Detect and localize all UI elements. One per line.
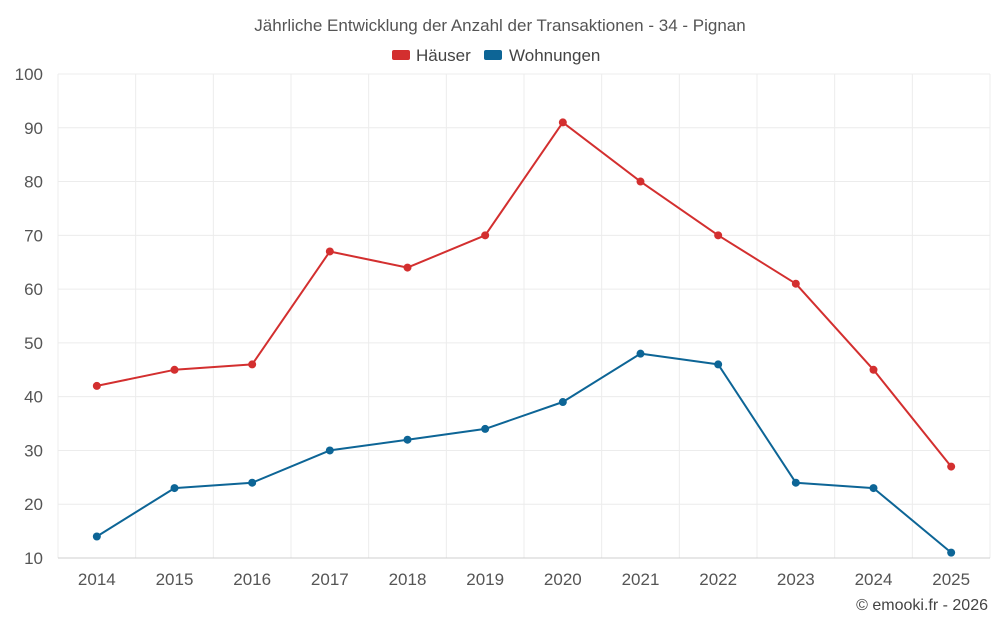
data-point-haeuser-2020[interactable] bbox=[558, 118, 567, 127]
data-point-wohnungen-2017[interactable] bbox=[325, 446, 334, 455]
credit-text: © emooki.fr - 2026 bbox=[856, 597, 988, 614]
x-tick-label: 2018 bbox=[389, 570, 427, 589]
data-point-wohnungen-2024[interactable] bbox=[869, 484, 878, 493]
legend: Häuser Wohnungen bbox=[392, 46, 600, 65]
y-tick-label: 70 bbox=[24, 226, 43, 245]
x-tick-label: 2022 bbox=[699, 570, 737, 589]
y-tick-label: 60 bbox=[24, 280, 43, 299]
data-point-wohnungen-2019[interactable] bbox=[481, 424, 490, 433]
data-point-haeuser-2025[interactable] bbox=[947, 462, 956, 471]
x-tick-label: 2021 bbox=[622, 570, 660, 589]
grid bbox=[57, 73, 991, 559]
legend-swatch-haeuser bbox=[392, 50, 410, 60]
data-point-wohnungen-2021[interactable] bbox=[636, 349, 645, 358]
data-point-haeuser-2022[interactable] bbox=[714, 231, 723, 240]
data-point-wohnungen-2014[interactable] bbox=[92, 532, 101, 541]
x-tick-label: 2024 bbox=[855, 570, 893, 589]
legend-swatch-wohnungen bbox=[484, 50, 502, 60]
legend-label-wohnungen: Wohnungen bbox=[509, 46, 600, 65]
data-point-wohnungen-2020[interactable] bbox=[558, 398, 567, 407]
x-tick-label: 2019 bbox=[466, 570, 504, 589]
data-point-haeuser-2024[interactable] bbox=[869, 365, 878, 374]
y-tick-label: 40 bbox=[24, 388, 43, 407]
series-haeuser bbox=[92, 118, 956, 471]
y-tick-label: 20 bbox=[24, 495, 43, 514]
data-point-haeuser-2014[interactable] bbox=[92, 381, 101, 390]
x-tick-label: 2015 bbox=[156, 570, 194, 589]
data-point-wohnungen-2022[interactable] bbox=[714, 360, 723, 369]
y-axis: 10 20 30 40 50 60 70 80 90 100 bbox=[15, 65, 43, 568]
data-point-wohnungen-2025[interactable] bbox=[947, 548, 956, 557]
x-tick-label: 2023 bbox=[777, 570, 815, 589]
y-tick-label: 30 bbox=[24, 441, 43, 460]
legend-item-haeuser[interactable]: Häuser bbox=[392, 46, 471, 65]
data-point-haeuser-2019[interactable] bbox=[481, 231, 490, 240]
data-point-wohnungen-2018[interactable] bbox=[403, 435, 412, 444]
x-tick-label: 2020 bbox=[544, 570, 582, 589]
x-tick-label: 2016 bbox=[233, 570, 271, 589]
legend-item-wohnungen[interactable]: Wohnungen bbox=[484, 46, 600, 65]
x-tick-label: 2025 bbox=[932, 570, 970, 589]
y-tick-label: 100 bbox=[15, 65, 43, 84]
y-tick-label: 90 bbox=[24, 119, 43, 138]
chart-title: Jährliche Entwicklung der Anzahl der Tra… bbox=[254, 16, 745, 35]
data-point-wohnungen-2016[interactable] bbox=[248, 478, 257, 487]
legend-label-haeuser: Häuser bbox=[416, 46, 471, 65]
series-line-haeuser bbox=[96, 121, 952, 468]
y-tick-label: 80 bbox=[24, 173, 43, 192]
series bbox=[92, 118, 956, 557]
data-point-haeuser-2016[interactable] bbox=[248, 360, 257, 369]
data-point-haeuser-2015[interactable] bbox=[170, 365, 179, 374]
data-point-wohnungen-2015[interactable] bbox=[170, 484, 179, 493]
series-wohnungen bbox=[92, 349, 956, 557]
data-point-haeuser-2023[interactable] bbox=[791, 279, 800, 288]
data-point-wohnungen-2023[interactable] bbox=[791, 478, 800, 487]
x-axis: 2014 2015 2016 2017 2018 2019 2020 2021 2022 2023… bbox=[78, 570, 970, 589]
data-point-haeuser-2021[interactable] bbox=[636, 177, 645, 186]
x-tick-label: 2017 bbox=[311, 570, 349, 589]
series-line-wohnungen bbox=[96, 352, 952, 554]
data-point-haeuser-2017[interactable] bbox=[325, 247, 334, 256]
y-tick-label: 10 bbox=[24, 549, 43, 568]
x-tick-label: 2014 bbox=[78, 570, 116, 589]
y-tick-label: 50 bbox=[24, 334, 43, 353]
data-point-haeuser-2018[interactable] bbox=[403, 263, 412, 272]
